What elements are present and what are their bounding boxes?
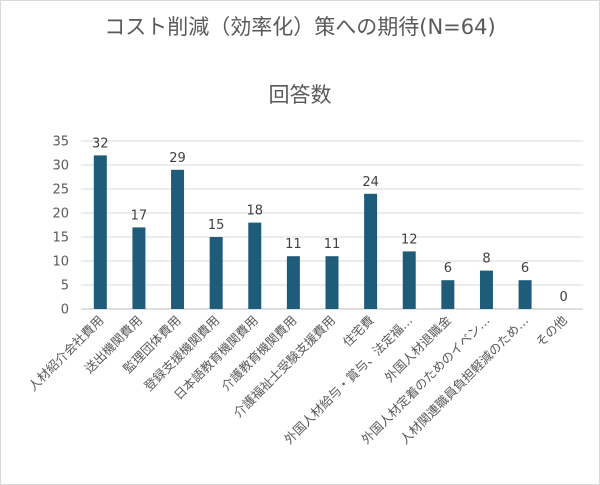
bar bbox=[518, 280, 532, 309]
y-tick-label: 20 bbox=[52, 207, 69, 222]
bar bbox=[364, 193, 378, 309]
y-tick-label: 30 bbox=[52, 159, 69, 174]
y-tick-label: 0 bbox=[61, 303, 69, 318]
x-tick-label: その他 bbox=[533, 312, 570, 349]
data-label: 6 bbox=[444, 261, 452, 276]
data-label: 11 bbox=[285, 237, 302, 252]
bar bbox=[441, 280, 455, 309]
bar bbox=[402, 251, 416, 309]
data-label: 18 bbox=[246, 204, 263, 219]
data-label: 15 bbox=[208, 218, 225, 233]
chart-subtitle: 回答数 bbox=[268, 83, 332, 107]
y-tick-label: 15 bbox=[52, 231, 69, 246]
bar bbox=[479, 270, 493, 309]
y-tick-label: 25 bbox=[52, 183, 69, 198]
bar bbox=[209, 237, 223, 309]
data-label: 12 bbox=[401, 232, 418, 247]
data-label: 24 bbox=[362, 175, 379, 190]
data-label: 32 bbox=[92, 136, 109, 151]
y-tick-label: 35 bbox=[52, 135, 69, 150]
data-label: 6 bbox=[521, 261, 529, 276]
x-tick-label: 外国人材退職金 bbox=[381, 312, 454, 385]
bar bbox=[171, 169, 185, 309]
bar bbox=[286, 256, 300, 309]
x-tick-label: 住宅費 bbox=[340, 313, 377, 350]
chart-title: コスト削減（効率化）策への期待(N=64) bbox=[104, 15, 496, 39]
data-label: 11 bbox=[324, 237, 341, 252]
data-label: 29 bbox=[169, 151, 186, 166]
data-label: 8 bbox=[482, 252, 490, 267]
data-label: 17 bbox=[131, 208, 148, 223]
bar bbox=[93, 155, 107, 309]
y-tick-label: 5 bbox=[61, 279, 69, 294]
y-tick-label: 10 bbox=[52, 255, 69, 270]
data-label: 0 bbox=[560, 290, 568, 305]
bar bbox=[325, 256, 339, 309]
bar bbox=[132, 227, 146, 309]
bar bbox=[248, 222, 262, 309]
